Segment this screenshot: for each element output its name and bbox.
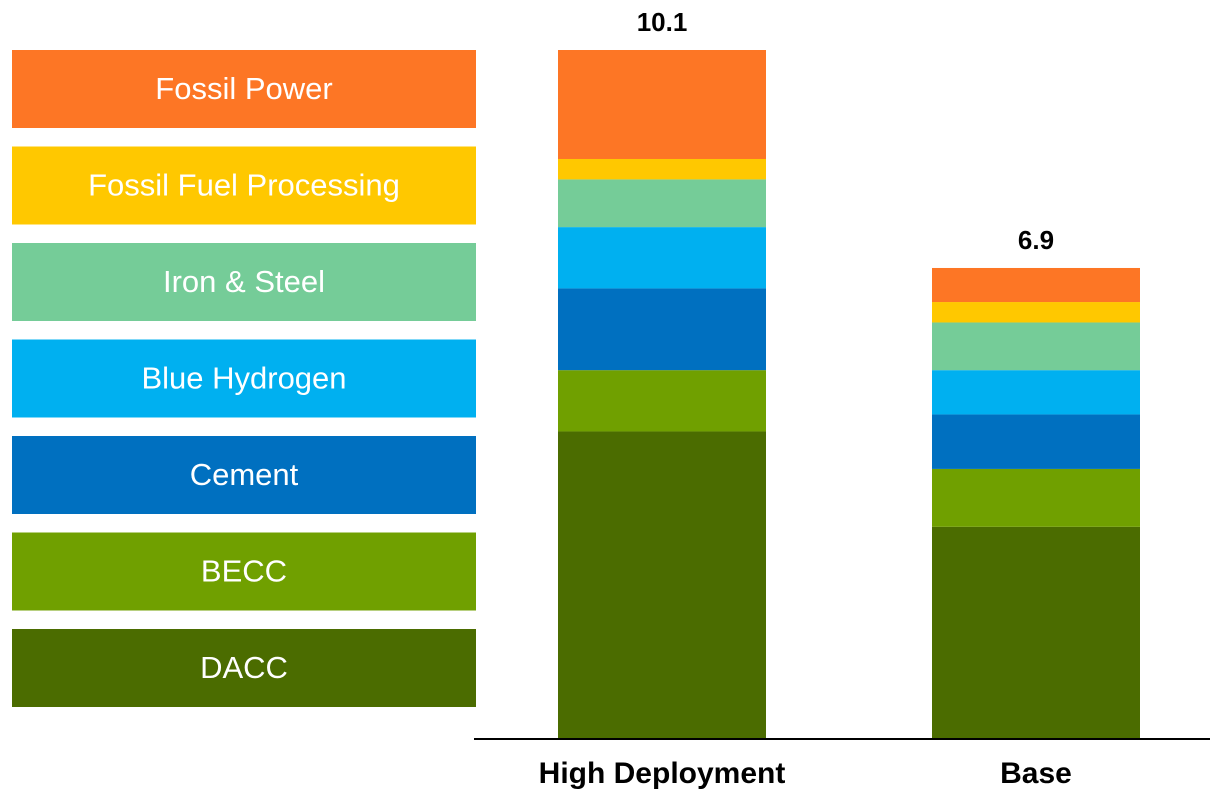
bar-segment [932,302,1140,323]
total-label: 10.1 [637,7,688,37]
bar-segment [558,50,766,159]
legend-swatch [12,339,476,418]
bar-segment [932,526,1140,738]
legend-label: Fossil Fuel Processing [88,168,400,203]
bar-segment [558,179,766,228]
x-tick-label: Base [1000,757,1072,790]
bar-segment [558,370,766,432]
bar-segment [932,468,1140,527]
legend-label: Blue Hydrogen [141,361,346,396]
legend-label: DACC [200,650,288,685]
legend-label: Cement [190,457,299,492]
legend-label: Iron & Steel [163,264,325,299]
bar-segment [558,431,766,738]
legend-swatch [12,629,476,707]
legend-swatch [12,532,476,611]
bar-segment [558,158,766,180]
bar-segment [932,370,1140,415]
bar-segment [932,322,1140,371]
x-tick-label: High Deployment [539,757,786,790]
legend-label: Fossil Power [155,71,332,106]
bar-segment [932,267,1140,303]
legend-swatch [12,146,476,225]
bar-segment [932,414,1140,469]
legend-label: BECC [201,554,287,589]
bar-segment [558,227,766,289]
bar-segment [558,288,766,371]
legend-swatch [12,243,476,321]
legend-swatch [12,50,476,128]
legend-swatch [12,436,476,514]
total-label: 6.9 [1018,225,1054,255]
